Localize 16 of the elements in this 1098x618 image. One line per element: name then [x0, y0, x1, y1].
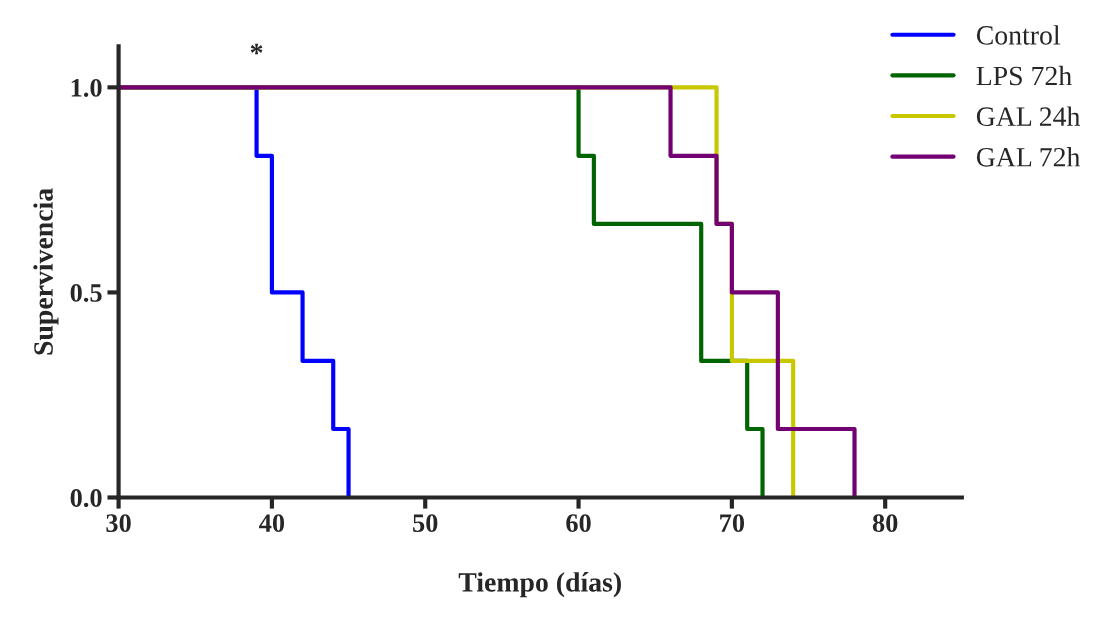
y-axis-title: Supervivencia — [33, 188, 59, 355]
y-tick-label: 0.0 — [70, 489, 102, 508]
x-tick-label: 80 — [872, 514, 898, 533]
legend-label: GAL 24h — [976, 106, 1081, 126]
legend-label: LPS 72h — [976, 65, 1072, 86]
legend-label: Control — [976, 25, 1061, 45]
x-tick-label: 30 — [106, 514, 131, 533]
annotation: * — [250, 43, 263, 55]
legend-label: GAL 72h — [976, 147, 1081, 167]
x-tick-label: 40 — [259, 514, 285, 533]
x-axis-title: Tiempo (días) — [458, 572, 621, 598]
x-tick-label: 50 — [413, 514, 438, 533]
x-tick-label: 70 — [720, 514, 745, 533]
x-tick-label: 60 — [566, 514, 591, 533]
y-tick-label: 0.5 — [70, 284, 102, 302]
y-tick-label: 1.0 — [71, 78, 102, 97]
